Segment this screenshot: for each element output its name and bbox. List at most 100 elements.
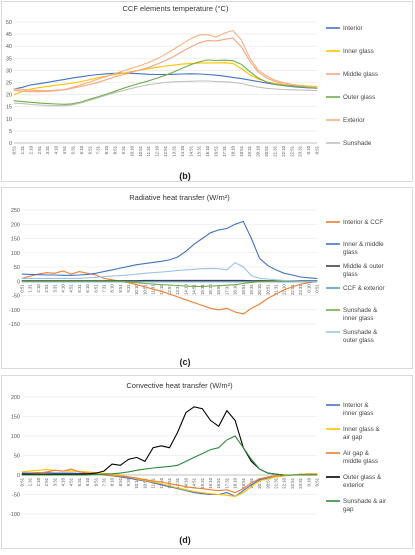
data-point: [64, 79, 65, 80]
data-point: [38, 274, 39, 275]
data-point: [224, 33, 225, 34]
data-point: [275, 80, 276, 81]
legend-label: glass: [343, 271, 358, 278]
data-point: [186, 270, 187, 271]
data-point: [235, 312, 236, 313]
data-point: [140, 65, 141, 66]
data-point: [153, 280, 154, 281]
x-tick-label: 15:31: [197, 145, 202, 156]
x-tick-label: 0:51: [12, 145, 17, 154]
data-point: [259, 469, 260, 470]
data-point: [169, 294, 170, 295]
data-point: [14, 89, 15, 90]
data-point: [308, 475, 309, 476]
data-point: [186, 412, 187, 413]
y-tick-label: 30: [6, 68, 12, 74]
x-tick-label: 14:10: [183, 284, 188, 295]
x-tick-label: 1:31: [20, 145, 25, 154]
x-tick-label: 21:31: [272, 145, 277, 156]
data-point: [199, 63, 200, 64]
data-point: [46, 469, 47, 470]
data-point: [224, 76, 225, 77]
panel-label: (b): [179, 171, 191, 181]
x-tick-label: 14:51: [188, 145, 193, 156]
data-point: [249, 74, 250, 75]
data-point: [249, 61, 250, 62]
data-point: [227, 228, 228, 229]
data-point: [140, 86, 141, 87]
x-tick-label: 8:10: [110, 284, 115, 293]
data-point: [249, 57, 250, 58]
data-point: [218, 426, 219, 427]
data-point: [207, 81, 208, 82]
data-point: [165, 66, 166, 67]
x-tick-label: 16:10: [208, 284, 213, 295]
data-point: [258, 70, 259, 71]
x-tick-label: 22:10: [281, 145, 286, 156]
data-point: [177, 297, 178, 298]
data-point: [115, 77, 116, 78]
data-point: [266, 88, 267, 89]
data-point: [161, 261, 162, 262]
data-point: [194, 269, 195, 270]
legend-label: Exterior: [343, 117, 365, 124]
data-point: [14, 90, 15, 91]
data-point: [207, 60, 208, 61]
data-point: [112, 279, 113, 280]
data-point: [98, 79, 99, 80]
x-tick-label: 22:51: [289, 145, 294, 156]
data-point: [161, 284, 162, 285]
y-tick-label: 200: [11, 222, 20, 228]
data-point: [202, 493, 203, 494]
data-point: [30, 102, 31, 103]
data-point: [136, 264, 137, 265]
data-point: [81, 86, 82, 87]
data-point: [64, 84, 65, 85]
x-tick-label: 2:10: [28, 145, 33, 154]
x-tick-label: 12:51: [163, 145, 168, 156]
data-point: [284, 281, 285, 282]
data-point: [79, 271, 80, 272]
data-point: [161, 484, 162, 485]
data-point: [235, 492, 236, 493]
data-point: [145, 287, 146, 288]
x-tick-label: 1:31: [28, 284, 33, 293]
data-point: [216, 81, 217, 82]
data-point: [153, 482, 154, 483]
data-point: [112, 475, 113, 476]
data-point: [161, 280, 162, 281]
data-point: [22, 473, 23, 474]
data-point: [136, 282, 137, 283]
data-point: [128, 459, 129, 460]
data-point: [153, 272, 154, 273]
data-point: [210, 286, 211, 287]
x-tick-label: 23:31: [298, 145, 303, 156]
data-point: [39, 83, 40, 84]
x-tick-label: 0:51: [315, 145, 320, 154]
x-tick-label: 7:31: [96, 145, 101, 154]
x-tick-label: 6:51: [93, 284, 98, 293]
x-tick-label: 20:51: [264, 145, 269, 156]
y-tick-label: -100: [9, 308, 20, 314]
data-point: [177, 280, 178, 281]
data-point: [292, 275, 293, 276]
data-point: [71, 471, 72, 472]
data-point: [136, 470, 137, 471]
data-point: [89, 75, 90, 76]
data-point: [232, 38, 233, 39]
data-point: [190, 38, 191, 39]
data-point: [207, 34, 208, 35]
x-tick-label: 8:10: [104, 145, 109, 154]
data-point: [63, 275, 64, 276]
data-point: [243, 447, 244, 448]
x-tick-label: 10:51: [138, 145, 143, 156]
data-point: [199, 74, 200, 75]
x-tick-label: 22:10: [282, 477, 287, 488]
data-point: [89, 84, 90, 85]
data-point: [54, 273, 55, 274]
data-point: [64, 89, 65, 90]
data-point: [190, 73, 191, 74]
data-point: [186, 461, 187, 462]
data-point: [115, 74, 116, 75]
legend-label: Inner glass &: [343, 426, 381, 433]
